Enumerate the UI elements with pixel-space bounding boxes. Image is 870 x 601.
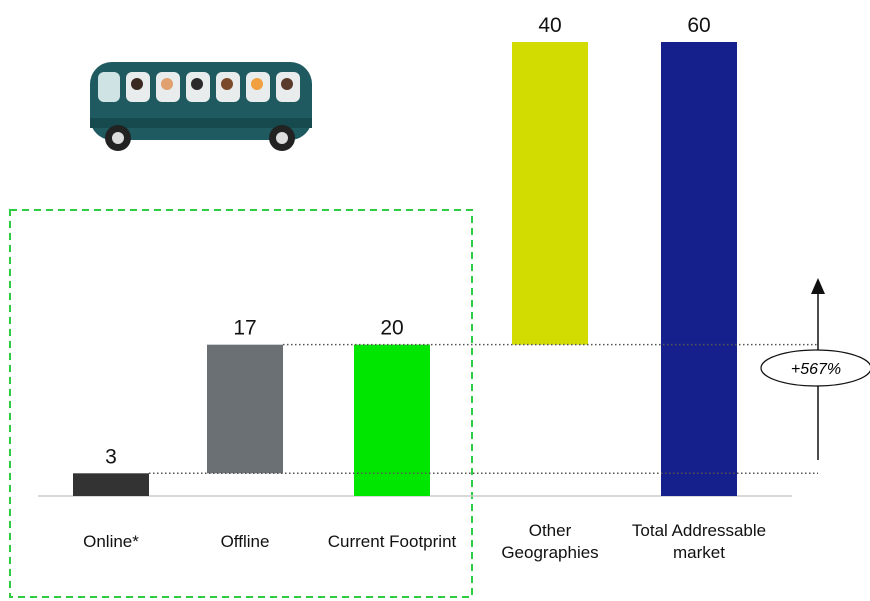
category-label: Offline <box>220 532 270 551</box>
annotation: +567% <box>791 361 841 378</box>
group-box <box>9 209 473 598</box>
bar <box>207 344 283 474</box>
category-label: Current Footprint <box>327 532 457 551</box>
category-label: Online* <box>83 532 139 551</box>
value-label: 17 <box>233 317 256 340</box>
bar <box>661 42 737 496</box>
category-label: Total Addressable market <box>631 521 767 562</box>
bar <box>512 42 588 345</box>
value-label: 40 <box>538 14 561 37</box>
bar <box>73 473 149 496</box>
value-label: 3 <box>105 445 117 468</box>
bus-icon <box>90 62 312 151</box>
bar <box>354 344 430 496</box>
value-label: 60 <box>687 14 710 37</box>
annotation-ellipse <box>760 349 870 387</box>
category-label: Other Geographies <box>501 521 599 562</box>
arrow-head <box>811 278 825 294</box>
value-label: 20 <box>380 317 403 340</box>
